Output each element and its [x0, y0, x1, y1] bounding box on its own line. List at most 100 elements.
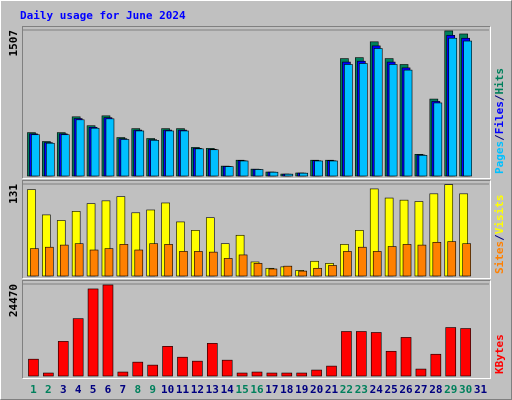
x-tick-label: 12	[191, 383, 204, 396]
x-tick-label: 1	[30, 383, 37, 396]
bar	[162, 346, 173, 377]
bar	[254, 169, 264, 177]
x-tick-label: 25	[385, 383, 398, 396]
bar	[60, 134, 70, 177]
bar	[314, 160, 323, 177]
x-tick-label: 18	[280, 383, 293, 396]
bar	[132, 361, 144, 377]
x-tick-label: 9	[149, 383, 156, 396]
x-tick-label: 7	[120, 383, 127, 396]
bar	[313, 267, 322, 277]
bar	[74, 243, 84, 277]
chart-title: Daily usage for June 2024	[20, 9, 186, 22]
x-tick-label: 17	[265, 383, 278, 396]
bar	[344, 64, 353, 177]
bar	[150, 140, 159, 177]
bar	[341, 331, 352, 377]
bar	[209, 149, 219, 177]
legend: Pages/Files/Hits	[493, 68, 506, 174]
legend: KBytes	[493, 334, 506, 374]
bar	[179, 251, 188, 277]
bar	[370, 332, 382, 377]
bar	[28, 358, 39, 377]
legend-separator: /	[493, 94, 506, 101]
bar	[238, 254, 248, 277]
x-tick-label: 4	[75, 383, 82, 396]
bar	[59, 244, 69, 277]
x-tick-label: 16	[250, 383, 264, 396]
x-tick-label: 24	[370, 383, 384, 396]
x-tick-label: 6	[105, 383, 112, 396]
bar	[119, 244, 129, 277]
bar	[415, 368, 427, 377]
bar	[430, 353, 442, 377]
bar	[311, 369, 322, 377]
bar	[134, 249, 144, 277]
x-tick-label: 31	[474, 383, 488, 396]
bar	[447, 241, 457, 277]
bar	[192, 360, 203, 377]
bar	[402, 244, 412, 277]
bar	[72, 318, 84, 377]
legend-entry: Visits	[493, 195, 506, 235]
plot-border	[22, 280, 491, 379]
bar	[356, 331, 367, 377]
bar	[105, 118, 115, 177]
x-tick-label: 2	[45, 383, 52, 396]
x-tick-label: 30	[459, 383, 472, 396]
y-tick-label: 24470	[7, 284, 20, 317]
bar	[206, 343, 218, 377]
bar	[117, 371, 129, 377]
x-tick-label: 19	[295, 383, 308, 396]
bar	[418, 155, 428, 177]
bar	[328, 265, 337, 277]
x-tick-label: 11	[176, 383, 190, 396]
x-tick-label: 3	[60, 383, 67, 396]
bar	[165, 130, 174, 177]
bar	[281, 372, 293, 377]
bar	[57, 341, 69, 377]
bar	[445, 327, 457, 377]
bar	[326, 365, 337, 377]
plot-area	[22, 280, 490, 378]
bar	[194, 251, 203, 277]
plot-border	[22, 180, 491, 279]
bar	[208, 251, 218, 277]
legend-entry: Pages	[493, 141, 506, 174]
x-tick-label: 5	[90, 383, 97, 396]
bar	[104, 248, 114, 277]
bar	[251, 371, 263, 377]
x-tick-label: 23	[355, 383, 368, 396]
bar	[298, 270, 308, 277]
plot-border	[22, 280, 491, 379]
bar	[284, 173, 294, 177]
bar	[177, 356, 188, 377]
bar	[135, 130, 145, 177]
bar	[269, 171, 279, 177]
bar	[45, 246, 54, 277]
bar	[223, 258, 233, 277]
x-tick-label: 20	[310, 383, 323, 396]
bar	[403, 69, 413, 177]
bar	[372, 251, 382, 277]
bar	[164, 244, 173, 277]
x-tick-label: 8	[134, 383, 141, 396]
bar	[296, 372, 308, 377]
bar	[463, 40, 472, 177]
legend: Sites/Visits	[493, 195, 506, 275]
legend-separator: /	[493, 134, 506, 141]
x-tick-label: 22	[340, 383, 353, 396]
legend-entry: KBytes	[493, 334, 506, 374]
x-tick-label: 14	[221, 383, 235, 396]
bar	[43, 372, 54, 377]
y-tick-label: 131	[7, 184, 20, 204]
bar	[343, 251, 352, 277]
x-tick-label: 13	[206, 383, 219, 396]
bar	[253, 263, 263, 277]
plot-border	[22, 180, 491, 279]
plot-border	[22, 26, 491, 179]
bar	[102, 284, 114, 377]
bar	[432, 241, 442, 277]
bar	[373, 48, 383, 177]
